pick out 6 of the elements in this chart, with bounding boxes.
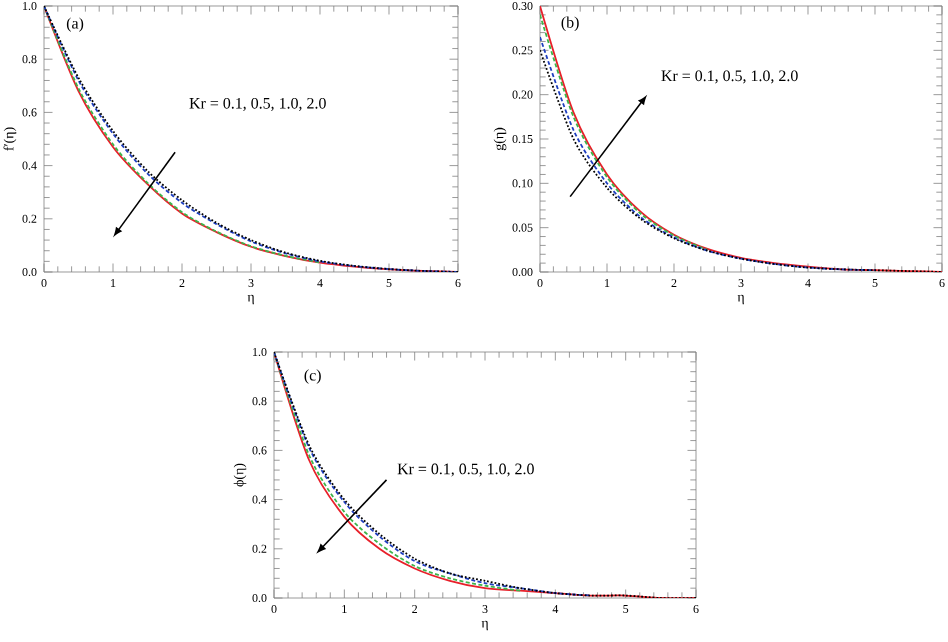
line-series: [274, 352, 696, 598]
line-series: [274, 352, 592, 597]
line-series: [44, 5, 458, 272]
line-series: [540, 49, 942, 272]
line-series: [540, 36, 876, 272]
line-series: [540, 5, 942, 272]
